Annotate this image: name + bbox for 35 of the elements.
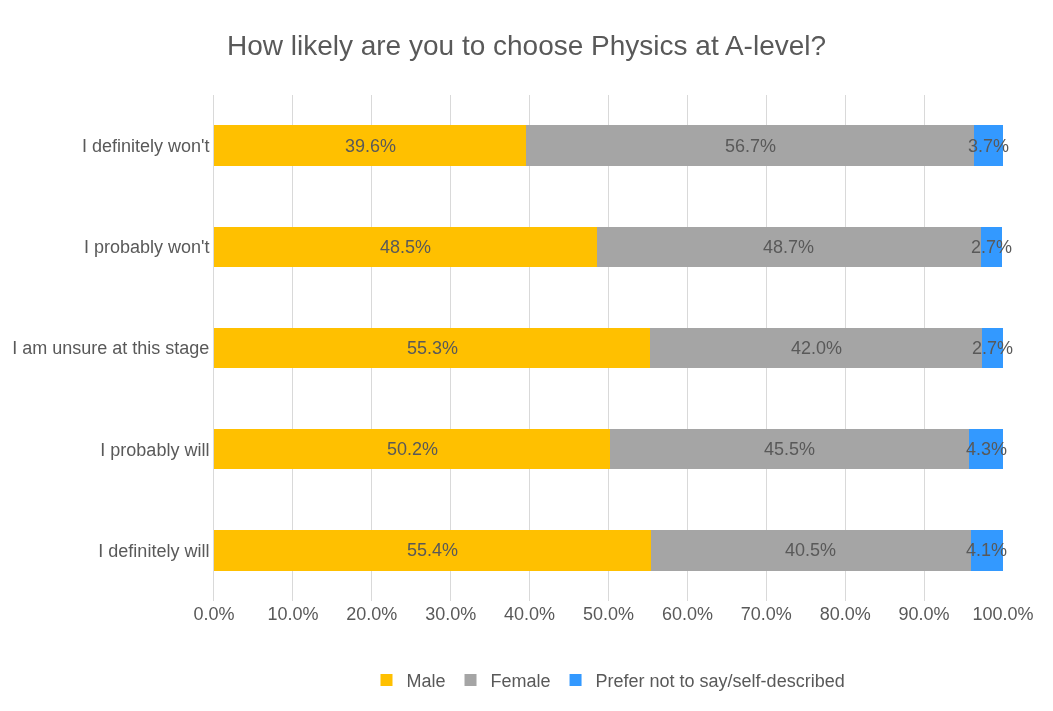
x-tick-label: 0.0% xyxy=(193,604,235,624)
y-tick-label: I probably won't xyxy=(83,237,210,258)
data-label: 48.7% xyxy=(763,237,815,257)
bar xyxy=(214,125,527,166)
y-tick-label: I am unsure at this stage xyxy=(12,338,210,359)
data-label: 56.7% xyxy=(725,136,777,156)
bar xyxy=(214,327,651,369)
x-tick-label: 80.0% xyxy=(819,604,871,624)
x-tick-label: 10.0% xyxy=(267,604,319,624)
x-tick-label: 60.0% xyxy=(661,604,713,624)
data-label: 40.5% xyxy=(785,540,837,560)
bar xyxy=(214,428,611,470)
data-label: 45.5% xyxy=(764,439,816,459)
bar xyxy=(214,530,652,571)
data-label: 42.0% xyxy=(791,338,843,358)
y-tick-label: I probably will xyxy=(100,439,210,460)
x-tick-label: 50.0% xyxy=(582,604,635,624)
y-tick-label: I definitely won't xyxy=(81,135,210,156)
legend-label: Male xyxy=(406,670,446,691)
data-label: 55.3% xyxy=(407,338,459,358)
y-tick-label: I definitely will xyxy=(98,540,210,561)
data-label: 50.2% xyxy=(387,439,439,459)
data-label: 48.5% xyxy=(380,237,432,257)
x-tick-label: 100.0% xyxy=(972,604,1034,624)
data-label: 55.4% xyxy=(407,540,459,560)
data-label: 39.6% xyxy=(345,136,397,156)
x-tick-label: 30.0% xyxy=(425,604,477,624)
x-tick-label: 40.0% xyxy=(504,604,556,624)
legend-label: Female xyxy=(490,670,551,691)
legend-label: Prefer not to say/self-described xyxy=(595,670,845,691)
bar xyxy=(214,226,597,268)
x-tick-label: 90.0% xyxy=(898,604,950,624)
x-tick-label: 20.0% xyxy=(346,604,398,624)
x-tick-label: 70.0% xyxy=(740,604,792,624)
chart-title: How likely are you to choose Physics at A-level? xyxy=(226,30,827,62)
